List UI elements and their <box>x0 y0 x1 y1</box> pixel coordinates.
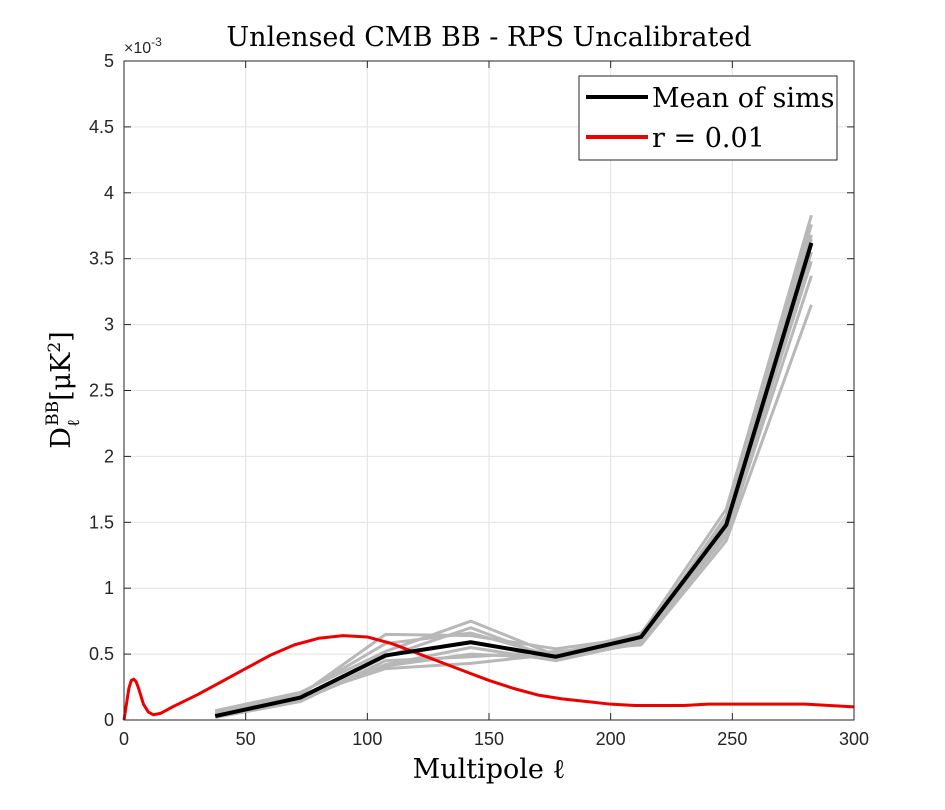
theory-line-layer <box>122 634 855 721</box>
plot-box <box>123 60 855 721</box>
y-label-unit: [μK <box>46 352 77 401</box>
legend-label-theory: r = 0.01 <box>652 123 765 154</box>
y-label-sup: BB <box>43 401 63 426</box>
y-label-unit-close: ] <box>46 331 77 342</box>
y-axis-label: DℓBB[μK2] <box>43 331 84 448</box>
sim-line-7 <box>214 234 813 715</box>
mean-line-layer <box>214 242 814 719</box>
x-tick-label: 250 <box>717 729 747 749</box>
y-exponent-base: ×10 <box>124 40 151 57</box>
y-tick-label: 5 <box>104 51 114 71</box>
legend: Mean of sims r = 0.01 <box>578 75 838 161</box>
y-tick-label: 0 <box>104 710 114 730</box>
x-tick-label: 200 <box>596 729 626 749</box>
y-label-sub: ℓ <box>64 419 84 427</box>
y-tick-label: 1 <box>104 578 114 598</box>
y-tick-label: 0.5 <box>89 644 114 664</box>
y-tick-label: 1.5 <box>89 512 114 532</box>
y-tick-label: 3 <box>104 315 114 335</box>
x-tick-label: 150 <box>474 729 504 749</box>
y-label-base: D <box>46 427 77 449</box>
chart-title: Unlensed CMB BB - RPS Uncalibrated <box>226 22 751 53</box>
y-exponent-power: -3 <box>151 35 162 49</box>
y-tick-label: 4.5 <box>89 117 114 137</box>
y-tick-label: 2 <box>104 446 114 466</box>
y-tick-label: 3.5 <box>89 249 114 269</box>
mean-line <box>214 242 814 719</box>
legend-label-mean: Mean of sims <box>652 83 834 114</box>
svg-text:×10-3: ×10-3 <box>124 35 162 57</box>
tick-labels: 0 50 100 150 200 250 300 0 0.5 1 1.5 2 2.5 3 3.5 4 4.5 5 <box>89 51 869 749</box>
axes <box>123 60 855 721</box>
x-tick-label: 100 <box>352 729 382 749</box>
y-exponent: ×10-3 <box>124 35 162 57</box>
x-tick-label: 300 <box>839 729 869 749</box>
sim-line-6 <box>214 304 813 719</box>
x-tick-label: 50 <box>236 729 256 749</box>
y-tick-label: 2.5 <box>89 381 114 401</box>
legend-box <box>578 75 838 161</box>
svg-text:DℓBB[μK2]: DℓBB[μK2] <box>43 331 84 448</box>
x-tick-label: 0 <box>119 729 129 749</box>
y-tick-label: 4 <box>104 183 114 203</box>
x-axis-label: Multipole ℓ <box>413 754 566 785</box>
y-label-unit-sup: 2 <box>45 342 65 353</box>
theory-line <box>122 634 855 721</box>
